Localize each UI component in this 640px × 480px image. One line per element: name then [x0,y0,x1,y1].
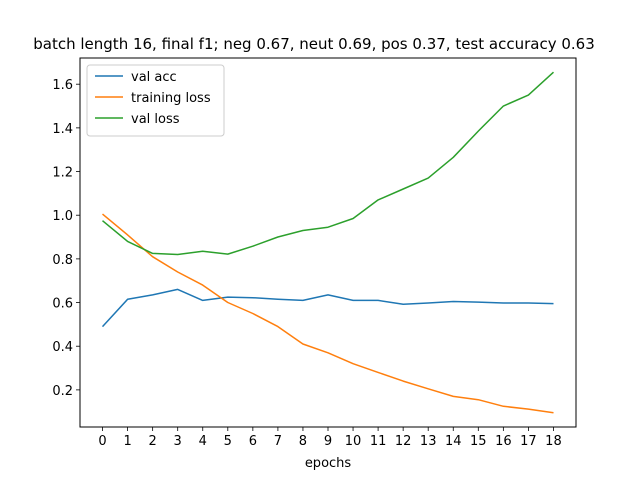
x-tick-label: 8 [299,434,307,449]
x-axis-label: epochs [305,456,352,471]
x-tick-label: 6 [249,434,257,449]
legend-label-1: training loss [131,91,211,106]
x-axis: 0 1 2 3 4 5 6 7 8 9 10 11 12 13 14 15 16 17 18 [98,427,562,449]
legend: val acc training loss val loss [86,64,225,137]
series-line-0 [101,288,554,328]
x-tick-label: 2 [149,434,157,449]
y-tick-label: 1.6 [52,78,73,93]
x-tick-label: 3 [174,434,182,449]
x-tick-label: 16 [495,434,512,449]
plot-lines [101,71,555,414]
y-axis: 0.2 0.4 0.6 0.8 1.0 1.2 1.4 1.6 [52,78,80,399]
series-line-2 [102,71,555,256]
y-tick-label: 0.4 [52,340,73,355]
x-tick-label: 11 [370,434,387,449]
x-tick-label: 12 [395,434,412,449]
y-tick-label: 0.6 [52,297,73,312]
x-tick-label: 5 [224,434,232,449]
x-tick-label: 1 [123,434,131,449]
x-tick-label: 15 [470,434,487,449]
x-tick-label: 14 [445,434,462,449]
x-tick-label: 0 [98,434,106,449]
y-tick-label: 0.2 [52,384,73,399]
x-tick-label: 17 [520,434,537,449]
y-tick-label: 0.8 [52,253,73,268]
legend-label-2: val loss [131,112,180,127]
x-tick-label: 4 [199,434,207,449]
chart-title: batch length 16, final f1; neg 0.67, neu… [33,35,594,53]
y-tick-label: 1.2 [52,166,73,181]
x-tick-label: 10 [345,434,362,449]
series-line-1 [102,213,554,414]
y-tick-label: 1.0 [52,209,73,224]
x-tick-label: 18 [545,434,562,449]
x-tick-label: 7 [274,434,282,449]
y-tick-label: 1.4 [52,122,73,137]
legend-label-0: val acc [131,70,177,85]
x-tick-label: 13 [420,434,437,449]
x-tick-label: 9 [324,434,332,449]
